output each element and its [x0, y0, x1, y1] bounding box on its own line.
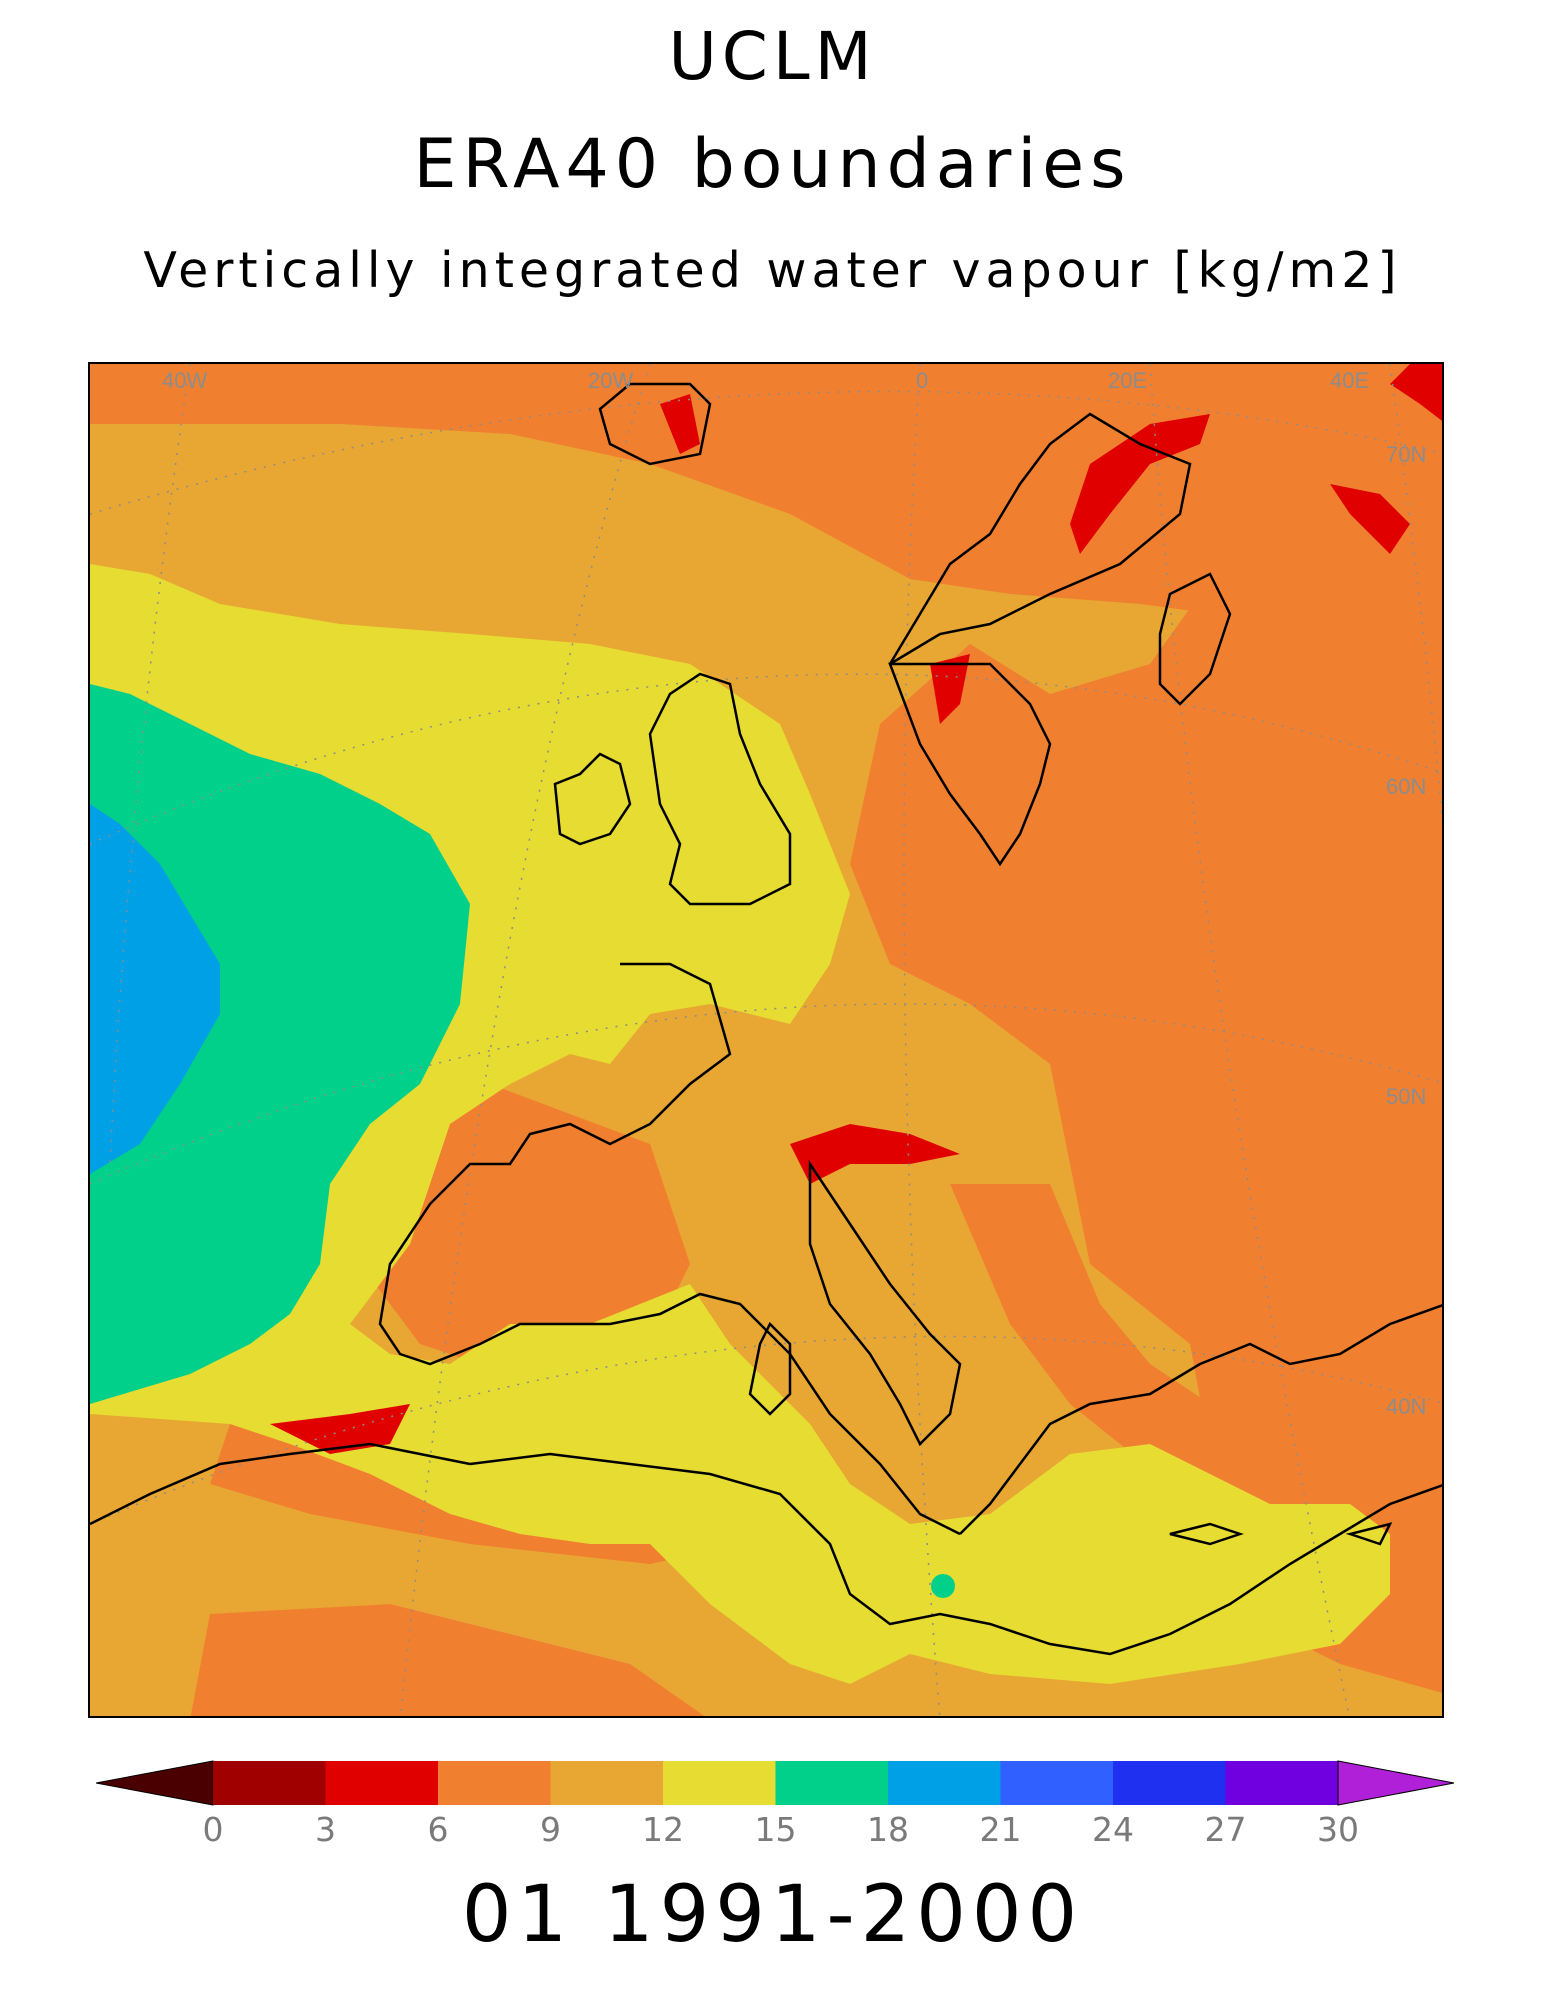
lon-label-40w: 40W: [162, 368, 207, 393]
field-3-6-iceland: [660, 394, 700, 454]
colorbar-tick-label: 9: [540, 1810, 561, 1849]
field-15-18: [90, 684, 470, 1404]
coastlines: [90, 382, 1442, 1656]
field-15-18-libya: [931, 1574, 955, 1598]
colorbar-tick-label: 0: [202, 1810, 224, 1849]
lon-label-20e: 20E: [1108, 368, 1147, 393]
colorbar-tick-label: 21: [979, 1810, 1022, 1849]
colorbar-tick-label: 3: [315, 1810, 336, 1849]
title-institution: UCLM: [668, 18, 877, 95]
colorbar-tick-label: 30: [1317, 1810, 1359, 1849]
lat-label-60n: 60N: [1386, 774, 1426, 799]
field-6-9-east: [850, 404, 1442, 1693]
colorbar: [96, 1760, 1455, 1806]
period-label: 01 1991-2000: [461, 1870, 1084, 1960]
field-3-6-kola: [1330, 484, 1410, 554]
field-6-9-north: [90, 364, 1442, 663]
field-3-6-atlas: [270, 1404, 410, 1454]
colorbar-class: [325, 1761, 438, 1805]
colorbar-class: [213, 1761, 326, 1805]
colorbar-class: [1225, 1761, 1338, 1805]
lat-label-70n: 70N: [1386, 442, 1426, 467]
field-3-6-arctic: [1390, 364, 1442, 421]
water-vapour-map: 40W 20W 0 20E 40E 70N 60N 50N 40N: [90, 364, 1442, 1716]
colorbar-class: [1000, 1761, 1113, 1805]
colorbar-class: [888, 1761, 1001, 1805]
colorbar-class: [775, 1761, 888, 1805]
colorbar-class: [550, 1761, 663, 1805]
lat-label-40n: 40N: [1386, 1394, 1426, 1419]
lat-label-50n: 50N: [1386, 1084, 1426, 1109]
colorbar-tick-label: 15: [754, 1810, 797, 1849]
lon-label-40e: 40E: [1330, 368, 1369, 393]
field-18-21: [90, 804, 220, 1174]
colorbar-tick-label: 6: [427, 1810, 449, 1849]
field-3-6-alps: [790, 1124, 960, 1184]
title-variable: Vertically integrated water vapour [kg/m…: [143, 242, 1402, 299]
colorbar-tick-label: 24: [1092, 1810, 1134, 1849]
colorbar-under-arrow: [96, 1760, 214, 1806]
colorbar-tick-label: 27: [1204, 1810, 1247, 1849]
colorbar-class: [1113, 1761, 1226, 1805]
colorbar-tick-label: 18: [867, 1810, 909, 1849]
lon-label-20w: 20W: [588, 368, 633, 393]
graticule: [90, 364, 1442, 1716]
colorbar-class: [663, 1761, 776, 1805]
lon-label-0: 0: [916, 368, 928, 393]
graticule-labels: 40W 20W 0 20E 40E 70N 60N 50N 40N: [162, 368, 1426, 1419]
field-6-9-sahara: [190, 1604, 705, 1716]
title-experiment: ERA40 boundaries: [413, 125, 1132, 204]
field-6-9-balkans: [950, 1184, 1442, 1524]
colorbar-tick-label: 12: [642, 1810, 684, 1849]
colorbar-class: [438, 1761, 551, 1805]
map-panel: 40W 20W 0 20E 40E 70N 60N 50N 40N: [88, 362, 1444, 1718]
field-3-6-norway: [930, 654, 970, 724]
colorbar-over-arrow: [1337, 1760, 1455, 1806]
field-3-6-scandes: [1070, 414, 1210, 554]
